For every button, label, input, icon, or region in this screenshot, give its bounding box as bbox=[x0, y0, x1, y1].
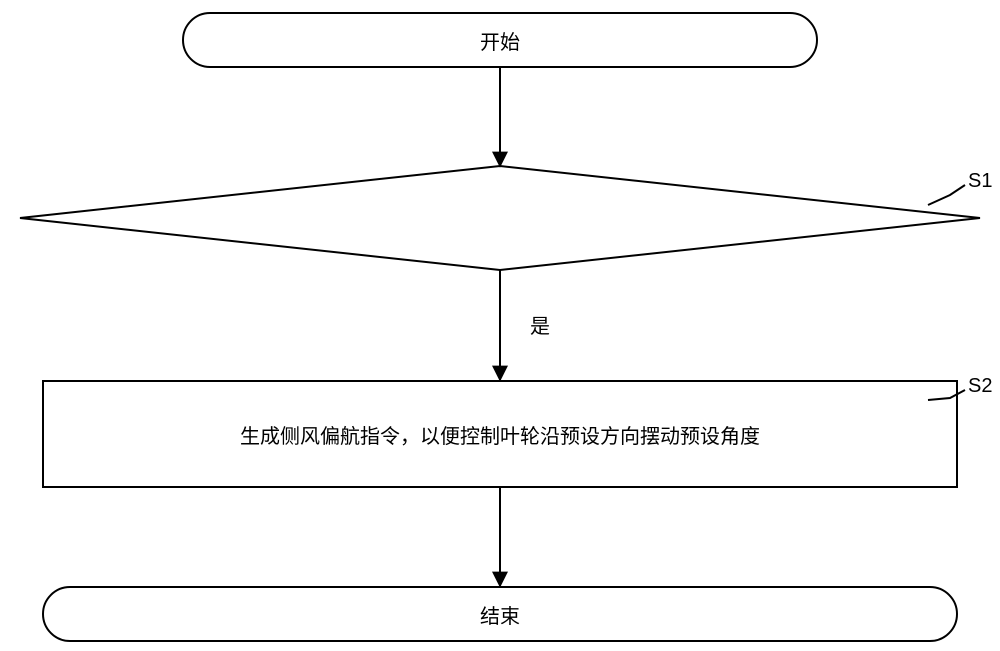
s2-text: 生成侧风偏航指令，以便控制叶轮沿预设方向摆动预设角度 bbox=[240, 420, 760, 449]
node-start: 开始 bbox=[182, 12, 818, 68]
node-s1-text: 当叶轮的转速超过预设转速限值，判断叶片是否卡死 bbox=[20, 166, 980, 270]
flowchart-canvas: 开始 当叶轮的转速超过预设转速限值，判断叶片是否卡死 生成侧风偏航指令，以便控制… bbox=[0, 0, 1000, 651]
node-start-text: 开始 bbox=[480, 26, 520, 55]
node-end: 结束 bbox=[42, 586, 958, 642]
node-end-text: 结束 bbox=[480, 600, 520, 629]
step-label-s1: S1 bbox=[968, 170, 992, 193]
step-label-s2: S2 bbox=[968, 375, 992, 398]
node-s2: 生成侧风偏航指令，以便控制叶轮沿预设方向摆动预设角度 bbox=[42, 380, 958, 488]
edge-label-yes: 是 bbox=[530, 310, 550, 339]
svg-overlay bbox=[0, 0, 1000, 651]
s1-text: 当叶轮的转速超过预设转速限值，判断叶片是否卡死 bbox=[270, 204, 730, 233]
